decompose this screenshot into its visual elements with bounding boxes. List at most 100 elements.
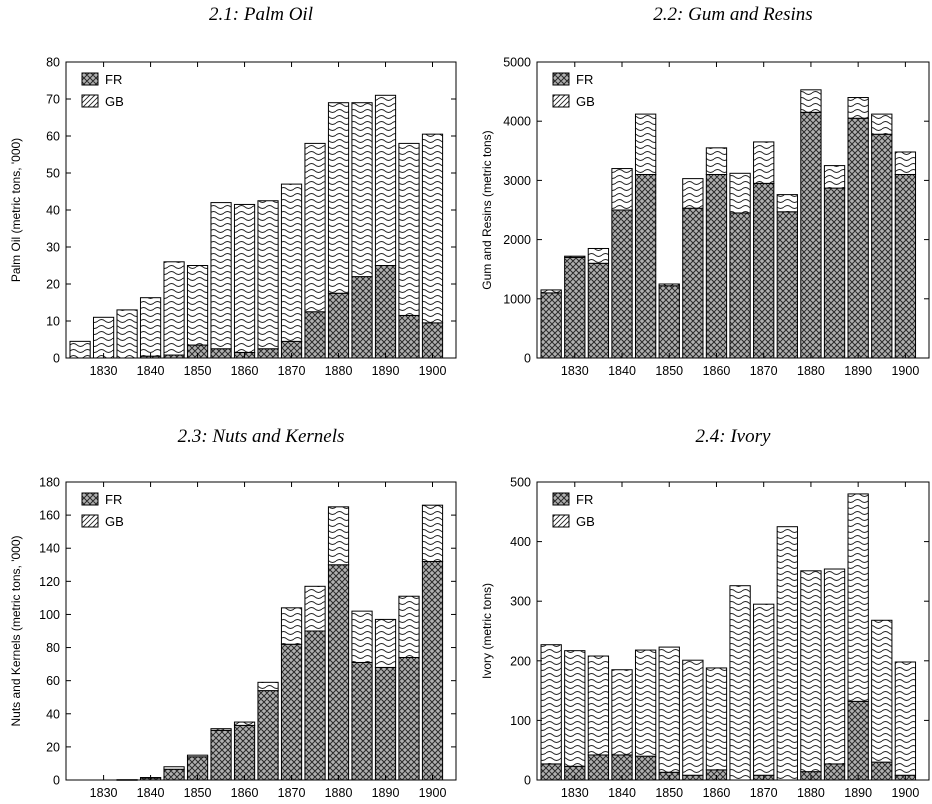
bar-gb-1830 [564, 255, 586, 258]
legend-swatch-gb [81, 94, 99, 108]
bar-gb-1860 [233, 721, 256, 726]
bar-gb-1840 [139, 297, 162, 357]
x-tick-label: 1900 [891, 364, 919, 378]
bar-gb-1850 [186, 754, 209, 758]
x-tick-label: 1860 [703, 786, 731, 800]
legend-swatch-fr [552, 72, 570, 86]
bar-fr-1900 [421, 322, 444, 359]
y-axis-label: Ivory (metric tons) [480, 583, 494, 679]
bar-gb-1855 [210, 728, 232, 731]
bar-gb-1850 [186, 265, 209, 346]
bar-gb-1885 [823, 568, 846, 765]
bar-fr-1885 [351, 661, 373, 781]
bar-gb-1875 [304, 142, 326, 313]
y-tick-label: 0 [53, 774, 60, 788]
chart-title: 2.4: Ivory [696, 426, 771, 447]
bar-fr-1845 [163, 768, 185, 781]
y-axis-label: Gum and Resins (metric tons) [480, 130, 494, 289]
legend-label-fr: FR [105, 72, 122, 87]
chart-title: 2.1: Palm Oil [209, 4, 313, 25]
chart-panel-4: 2.4: Ivory Ivory (metric tons) 0 100 200 300 4… [480, 426, 930, 800]
x-tick-label: 1880 [797, 786, 825, 800]
bar-fr-1865 [257, 690, 279, 781]
bar-fr-1825 [540, 292, 562, 359]
y-tick-label: 20 [46, 278, 60, 292]
bar-gb-1880 [327, 102, 350, 294]
x-tick-label: 1830 [561, 786, 589, 800]
bar-gb-1860 [705, 147, 728, 175]
bar-fr-1855 [682, 774, 704, 781]
x-tick-label: 1830 [90, 786, 118, 800]
bar-fr-1845 [634, 173, 657, 359]
legend-swatch-gb [81, 514, 99, 528]
bar-gb-1880 [327, 506, 350, 566]
bar-gb-1885 [351, 102, 373, 278]
bar-gb-1835 [587, 655, 610, 756]
bar-gb-1825 [540, 644, 562, 765]
legend-label-fr: FR [576, 492, 593, 507]
bar-gb-1900 [894, 661, 917, 776]
y-tick-label: 30 [46, 241, 60, 255]
plot-frame [536, 61, 930, 359]
bar-fr-1880 [327, 564, 350, 781]
y-tick-label: 40 [46, 204, 60, 218]
bar-fr-1850 [658, 285, 680, 359]
bar-gb-1870 [753, 141, 775, 184]
plot-frame [65, 481, 457, 781]
x-tick-label: 1900 [419, 786, 447, 800]
y-tick-label: 80 [46, 641, 60, 655]
bar-fr-1895 [871, 133, 893, 359]
bar-gb-1840 [611, 669, 633, 756]
bar-gb-1885 [823, 165, 846, 189]
bar-gb-1860 [705, 667, 728, 771]
bar-fr-1895 [871, 761, 893, 781]
bar-gb-1835 [587, 247, 610, 264]
y-tick-label: 200 [510, 654, 531, 668]
x-tick-label: 1880 [325, 786, 353, 800]
x-tick-label: 1900 [891, 786, 919, 800]
y-axis-label: Nuts and Kernels (metric tons, '000) [9, 535, 23, 726]
bar-fr-1885 [351, 276, 373, 359]
bar-gb-1865 [729, 585, 751, 781]
y-tick-label: 400 [510, 535, 531, 549]
bar-fr-1890 [847, 700, 869, 781]
x-tick-label: 1870 [750, 364, 778, 378]
x-tick-label: 1870 [750, 786, 778, 800]
bar-gb-1850 [658, 283, 680, 287]
y-tick-label: 120 [39, 575, 60, 589]
bar-gb-1825 [69, 340, 91, 359]
legend-swatch-fr [552, 492, 570, 506]
bar-fr-1870 [753, 182, 775, 359]
x-tick-label: 1860 [231, 364, 259, 378]
x-tick-label: 1870 [278, 364, 306, 378]
bar-gb-1900 [421, 133, 444, 324]
bar-fr-1875 [776, 211, 798, 359]
legend-swatch-gb [552, 94, 570, 108]
legend-label-gb: GB [576, 514, 595, 529]
bar-gb-1900 [894, 151, 917, 175]
bar-gb-1865 [729, 172, 751, 214]
y-tick-label: 40 [46, 707, 60, 721]
y-axis-label: Palm Oil (metric tons, '000) [9, 138, 23, 282]
bar-gb-1845 [634, 113, 657, 175]
plot-frame [536, 481, 930, 781]
bar-fr-1900 [894, 173, 917, 359]
bar-fr-1890 [374, 265, 397, 359]
bar-gb-1875 [304, 585, 326, 632]
bar-fr-1890 [847, 117, 869, 359]
bar-fr-1845 [634, 755, 657, 781]
x-tick-label: 1880 [325, 364, 353, 378]
bar-fr-1880 [327, 292, 350, 359]
bar-fr-1880 [800, 111, 822, 359]
legend-label-fr: FR [576, 72, 593, 87]
y-tick-label: 70 [46, 93, 60, 107]
bar-gb-1855 [682, 659, 704, 776]
bar-fr-1865 [729, 212, 751, 359]
bar-fr-1870 [280, 643, 303, 781]
legend-label-fr: FR [105, 492, 122, 507]
bar-gb-1875 [776, 526, 798, 781]
x-tick-label: 1840 [137, 786, 165, 800]
y-tick-label: 0 [524, 352, 531, 366]
y-tick-label: 60 [46, 130, 60, 144]
x-tick-label: 1840 [608, 364, 636, 378]
